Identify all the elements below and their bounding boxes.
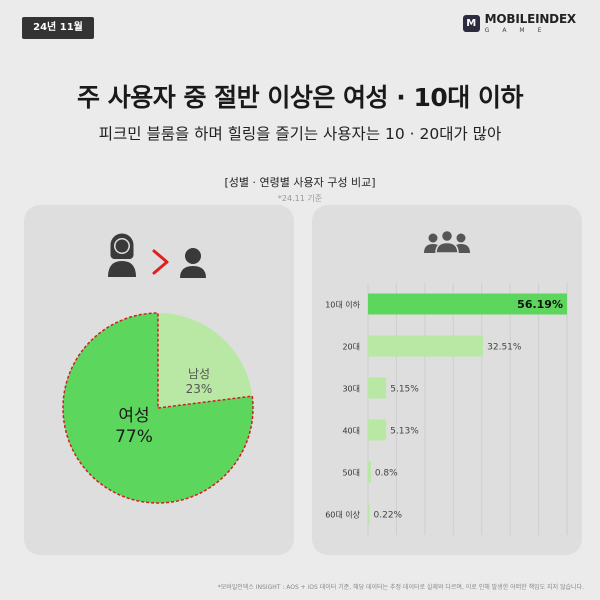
age-bar-chart: 10대 이하 56.19% 20대 32.51% 30대 5.15% 40대 5.13% 50대…: [325, 283, 568, 535]
bar-3: [368, 419, 387, 441]
basis-note: *24.11 기준: [277, 194, 323, 203]
age-panel: 10대 이하 56.19% 20대 32.51% 30대 5.15% 40대 5.13% 50대…: [312, 205, 582, 555]
bar-category-label: 50대: [342, 469, 360, 478]
pie-label-male: 남성: [188, 367, 210, 381]
pie-slice-female: [63, 313, 254, 504]
bar-value-label: 5.13%: [390, 427, 419, 437]
pie-label-female: 여성: [118, 406, 149, 426]
woman-icon: [108, 233, 136, 277]
subline: 피크민 블룸을 하며 힐링을 즐기는 사용자는 10 · 20대가 많아: [98, 125, 502, 143]
headline: 주 사용자 중 절반 이상은 여성 · 10대 이하: [77, 83, 523, 112]
man-icon: [180, 248, 206, 278]
pie-slice-male: [158, 313, 253, 408]
brand-logo: M MOBILEINDEX GAME: [462, 12, 577, 34]
pie-value-female: 77%: [115, 427, 153, 447]
bar-value-label: 0.8%: [375, 469, 398, 479]
bar-5: [368, 503, 370, 525]
bar-0: [368, 293, 567, 315]
user-group-icon: [424, 229, 470, 254]
bar-category-label: 30대: [342, 385, 360, 394]
age-svg: 10대 이하 56.19% 20대 32.51% 30대 5.15% 40대 5.13% 50대…: [325, 229, 568, 535]
pie-highlight-outline: [62, 312, 254, 504]
bar-category-label: 40대: [342, 427, 360, 436]
bar-category-label: 60대 이상: [325, 510, 360, 520]
chart-tag: [성별 · 연령별 사용자 구성 비교]: [224, 176, 376, 189]
bar-4: [368, 461, 371, 483]
bar-category-label: 20대: [342, 343, 360, 352]
bar-value-label: 5.15%: [390, 385, 419, 395]
bar-2: [368, 377, 387, 399]
date-badge: 24년 11월: [22, 17, 94, 39]
footnote: *모바일인덱스 INSIGHT : AOS + iOS 데이터 기준, 해당 데…: [217, 584, 584, 591]
brand-name: MOBILEINDEX: [484, 12, 577, 26]
bar-1: [368, 335, 484, 357]
bar-category-label: 10대 이하: [325, 300, 360, 310]
greater-than-icon: [152, 249, 169, 275]
bar-value-label: 0.22%: [374, 511, 403, 521]
gender-panel: 여성 77% 남성 23%: [24, 205, 294, 555]
bar-value-label: 32.51%: [487, 343, 522, 353]
brand-sub: GAME: [484, 27, 555, 34]
mobileindex-logo-icon: M: [462, 15, 480, 32]
pie-value-male: 23%: [186, 382, 213, 396]
bar-value-label: 56.19%: [517, 298, 563, 311]
